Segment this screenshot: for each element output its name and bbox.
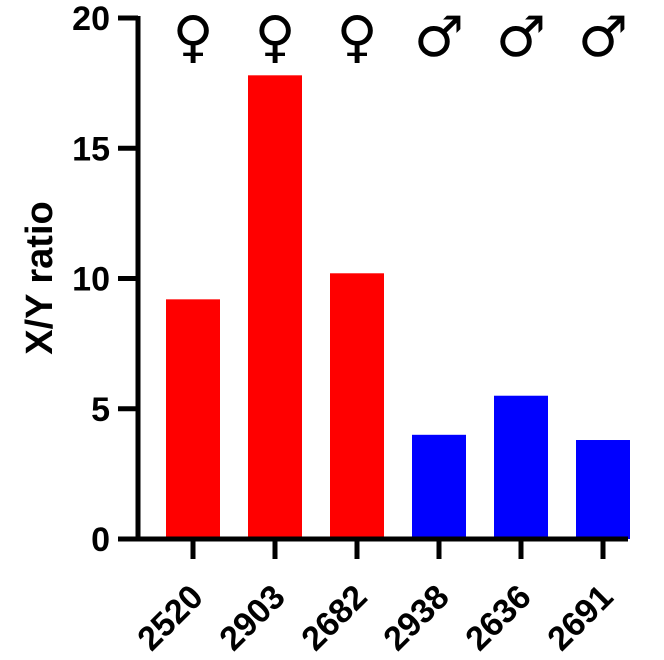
bar-2691: [576, 440, 630, 539]
y-tick-label-0: 0: [91, 521, 110, 559]
bar-2682: [330, 273, 384, 539]
sex-symbol-2691: ♂: [578, 5, 628, 70]
bar-2938: [412, 434, 466, 539]
x-tick-label-2636: 2636: [458, 578, 538, 658]
sex-symbol-2938: ♂: [414, 5, 464, 70]
sex-symbol-2636: ♂: [496, 5, 546, 70]
bar-2636: [494, 395, 548, 539]
y-axis-title: X/Y ratio: [19, 201, 61, 354]
x-tick-label-2691: 2691: [540, 578, 620, 658]
y-axis-ticks: 0 5 10 15 20: [72, 0, 138, 559]
x-axis-ticks: 2520 2903 2682 2938 2636 2691: [130, 539, 621, 658]
sex-symbols-group: ♀ ♀ ♀ ♂ ♂ ♂: [172, 5, 628, 70]
y-tick-label-20: 20: [72, 0, 110, 38]
bar-2903: [248, 75, 302, 539]
bar-2520: [166, 299, 220, 539]
y-tick-label-15: 15: [72, 130, 110, 168]
x-tick-label-2520: 2520: [130, 578, 210, 658]
x-tick-label-2903: 2903: [212, 578, 292, 658]
sex-symbol-2682: ♀: [336, 5, 377, 70]
y-tick-label-5: 5: [91, 391, 110, 429]
sex-symbol-2520: ♀: [172, 5, 213, 70]
x-tick-label-2682: 2682: [294, 578, 374, 658]
bars-group: [166, 75, 630, 539]
sex-symbol-2903: ♀: [254, 5, 295, 70]
y-tick-label-10: 10: [72, 261, 110, 299]
x-tick-label-2938: 2938: [376, 578, 456, 658]
